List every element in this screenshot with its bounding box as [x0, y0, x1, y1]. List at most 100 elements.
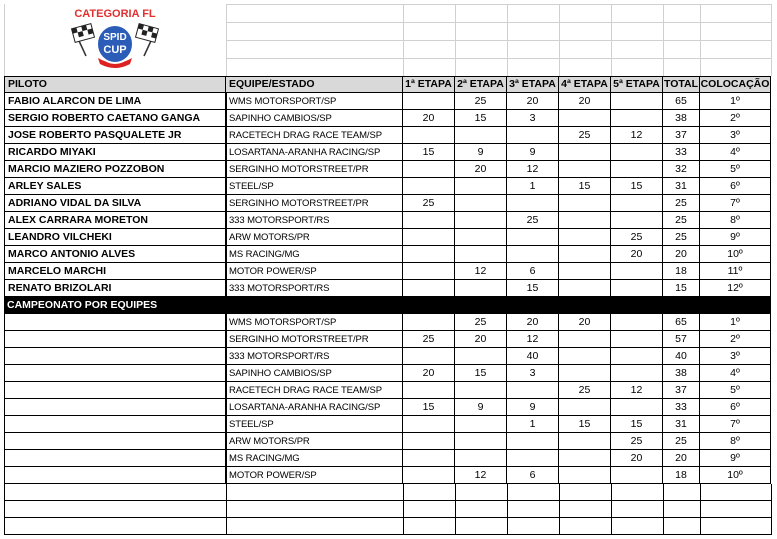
- position: 6º: [700, 178, 771, 195]
- team-name: RACETECH DRAG RACE TEAM/SP: [226, 127, 403, 144]
- position: 5º: [700, 161, 771, 178]
- stage-points: [403, 450, 455, 467]
- stage-points: 12: [507, 331, 559, 348]
- team-name: SERGINHO MOTORSTREET/PR: [226, 195, 403, 212]
- stage-points: 20: [559, 314, 611, 331]
- flag-left: [70, 23, 96, 57]
- stage-points: 25: [455, 93, 507, 110]
- total-points: 15: [663, 280, 700, 297]
- position: 7º: [700, 195, 771, 212]
- total-points: 31: [663, 178, 700, 195]
- stage-points: 20: [611, 246, 663, 263]
- stage-points: 15: [611, 178, 663, 195]
- total-points: 25: [663, 229, 700, 246]
- total-points: 25: [663, 195, 700, 212]
- stage-points: [559, 263, 611, 280]
- team-name: WMS MOTORSPORT/SP: [226, 314, 403, 331]
- stage-points: 9: [507, 399, 559, 416]
- stage-points: 3: [507, 365, 559, 382]
- stage-points: [559, 280, 611, 297]
- stage-points: [611, 263, 663, 280]
- stage-points: [403, 433, 455, 450]
- position: 1º: [700, 314, 771, 331]
- total-points: 65: [663, 314, 700, 331]
- stage-points: 20: [455, 331, 507, 348]
- position: 2º: [700, 331, 771, 348]
- total-points: 37: [663, 382, 700, 399]
- stage-points: [455, 433, 507, 450]
- stage-points: [611, 467, 663, 484]
- stage-points: [611, 280, 663, 297]
- stage-points: 20: [455, 161, 507, 178]
- grid-line: [507, 4, 508, 76]
- pilot-name: [4, 314, 226, 331]
- stage-points: [559, 365, 611, 382]
- stage-points: [403, 263, 455, 280]
- stage-points: [403, 467, 455, 484]
- stage-points: [455, 229, 507, 246]
- stage-points: 6: [507, 467, 559, 484]
- stage-points: [611, 365, 663, 382]
- stage-points: 15: [559, 178, 611, 195]
- stage-points: 15: [455, 110, 507, 127]
- team-name: SERGINHO MOTORSTREET/PR: [226, 161, 403, 178]
- position: 3º: [700, 348, 771, 365]
- team-name: LOSARTANA-ARANHA RACING/SP: [226, 144, 403, 161]
- stage-points: 25: [403, 195, 455, 212]
- team-name: MS RACING/MG: [226, 450, 403, 467]
- column-line: [700, 484, 701, 535]
- stage-points: [403, 229, 455, 246]
- column-header: 1ª ETAPA: [402, 76, 455, 93]
- stage-points: 20: [507, 93, 559, 110]
- stage-points: [455, 127, 507, 144]
- grid-line: [226, 22, 771, 23]
- stage-points: [559, 110, 611, 127]
- team-name: STEEL/SP: [226, 416, 403, 433]
- position: 2º: [700, 110, 771, 127]
- pilot-name: LEANDRO VILCHEKI: [4, 229, 226, 246]
- total-points: 37: [663, 127, 700, 144]
- stage-points: [507, 246, 559, 263]
- pilot-name: ARLEY SALES: [4, 178, 226, 195]
- pilot-name: [4, 331, 226, 348]
- row-line: [4, 534, 771, 535]
- stage-points: [455, 195, 507, 212]
- stage-points: [559, 195, 611, 212]
- logo: CATEGORIA FL SPID CUP: [70, 8, 160, 68]
- stage-points: [559, 212, 611, 229]
- position: 4º: [700, 144, 771, 161]
- grid-line: [455, 4, 456, 76]
- stage-points: 15: [507, 280, 559, 297]
- position: 10º: [700, 246, 771, 263]
- total-points: 57: [663, 331, 700, 348]
- stage-points: 25: [559, 382, 611, 399]
- team-name: MOTOR POWER/SP: [226, 263, 403, 280]
- logo-badge: [96, 24, 134, 64]
- stage-points: [507, 229, 559, 246]
- stage-points: [611, 93, 663, 110]
- grid-line: [663, 4, 664, 76]
- total-points: 20: [663, 246, 700, 263]
- stage-points: [455, 212, 507, 229]
- stage-points: [611, 195, 663, 212]
- total-points: 33: [663, 399, 700, 416]
- pilot-name: FABIO ALARCON DE LIMA: [4, 93, 226, 110]
- stage-points: [455, 178, 507, 195]
- stage-points: [611, 110, 663, 127]
- team-name: 333 MOTORSPORT/RS: [226, 348, 403, 365]
- column-header: COLOCAÇÃO: [699, 76, 771, 93]
- total-points: 18: [663, 467, 700, 484]
- position: 11º: [700, 263, 771, 280]
- stage-points: 9: [455, 144, 507, 161]
- grid-line: [4, 4, 5, 76]
- stage-points: [507, 450, 559, 467]
- grid-line: [700, 4, 701, 76]
- stage-points: [611, 331, 663, 348]
- pilot-name: [4, 399, 226, 416]
- team-name: MOTOR POWER/SP: [226, 467, 403, 484]
- stage-points: 12: [611, 127, 663, 144]
- stage-points: 6: [507, 263, 559, 280]
- grid-line: [611, 4, 612, 76]
- stage-points: [403, 382, 455, 399]
- team-name: WMS MOTORSPORT/SP: [226, 93, 403, 110]
